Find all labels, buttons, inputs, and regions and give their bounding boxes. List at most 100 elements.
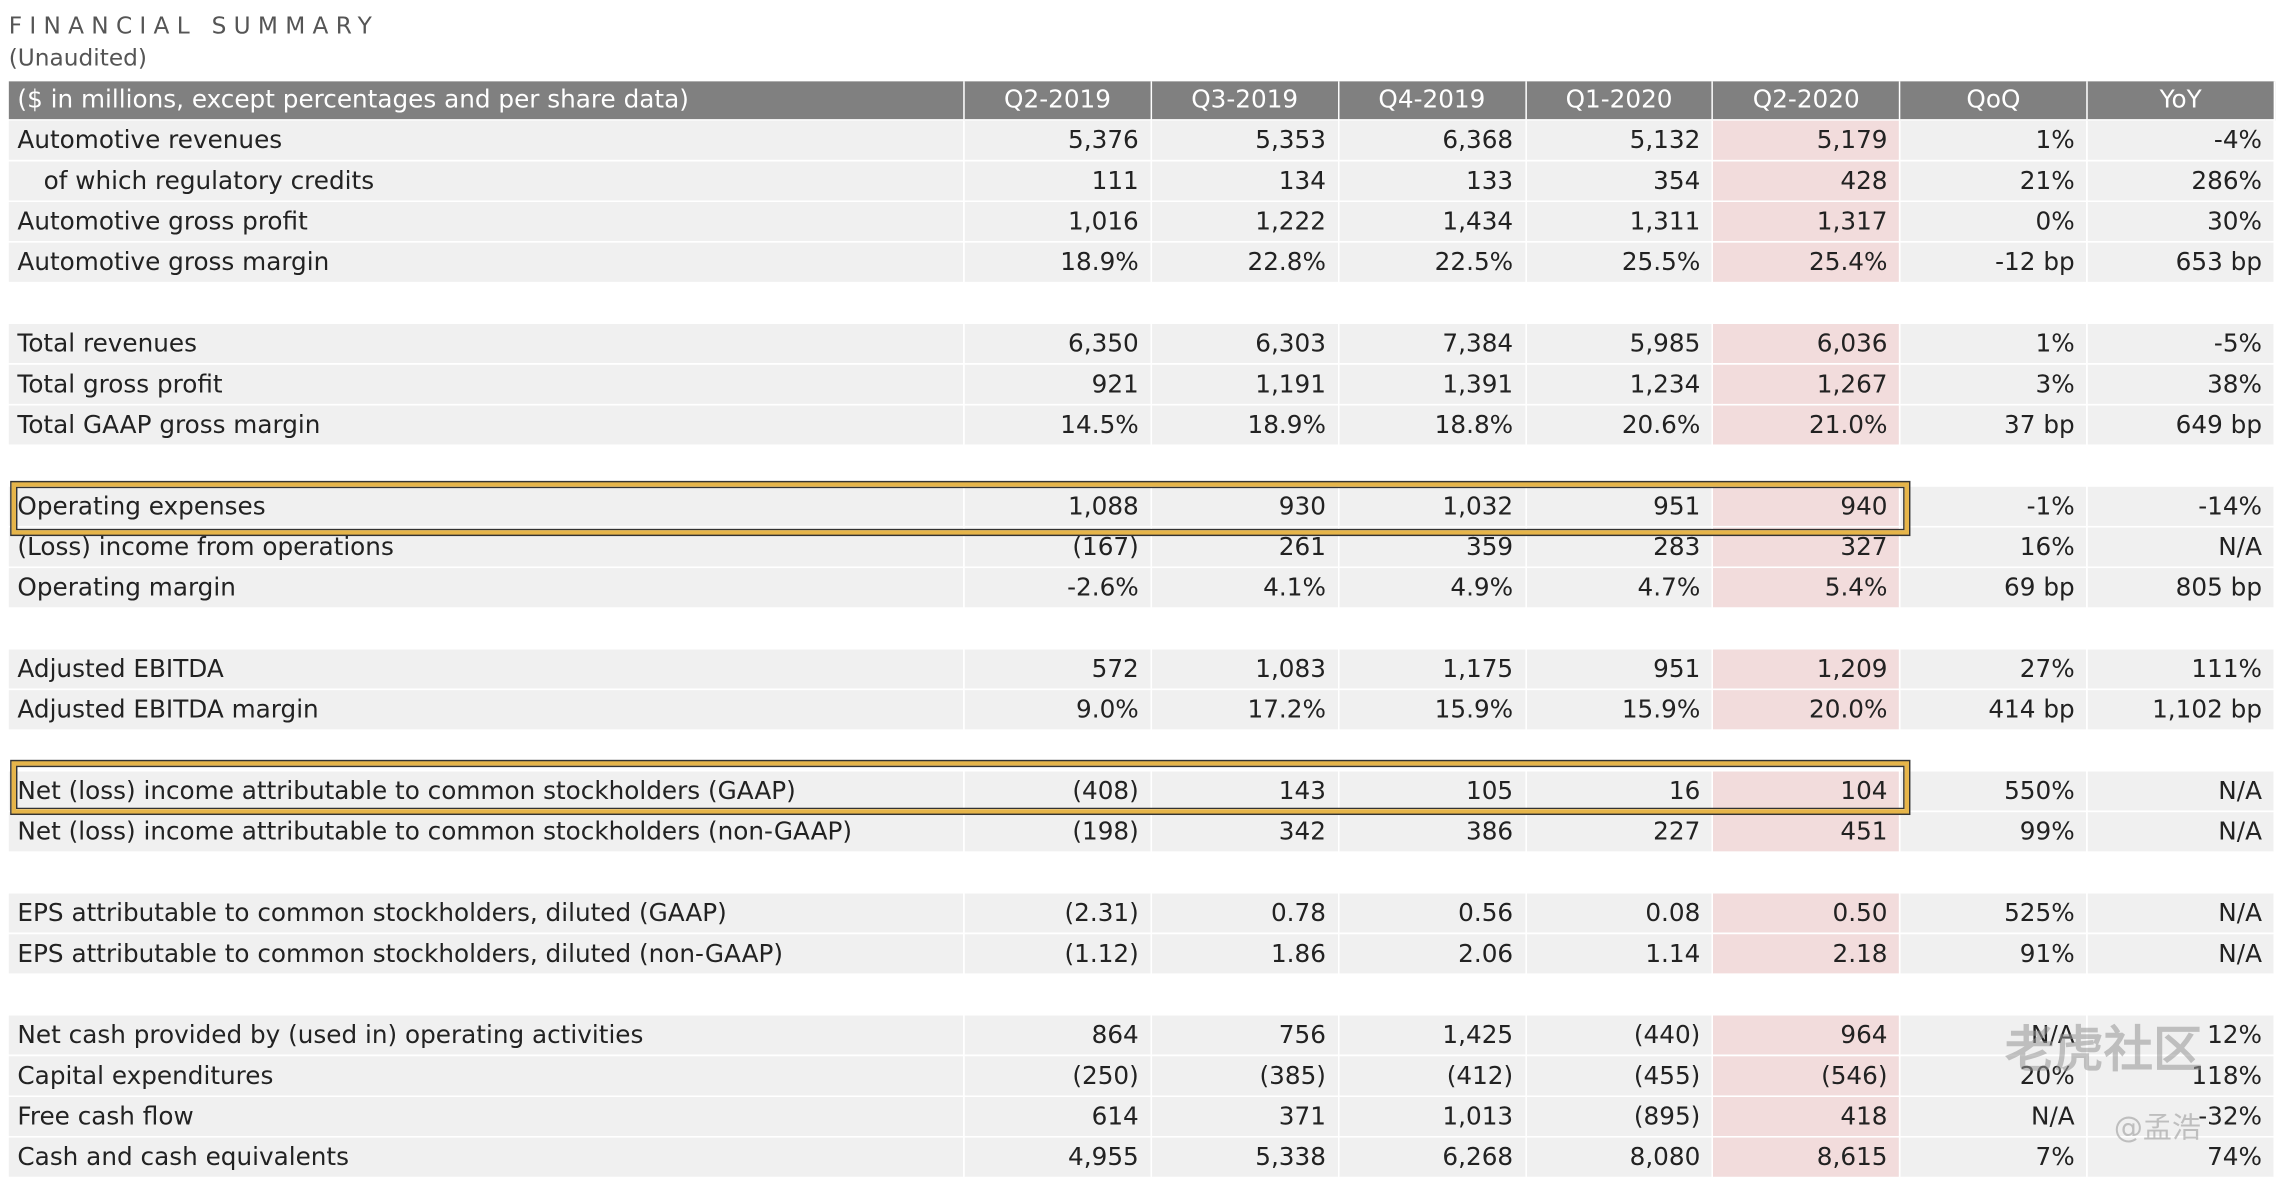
data-row: EPS attributable to common stockholders,…	[7, 932, 2276, 975]
spacer-cell	[1899, 851, 2088, 894]
data-row: Adjusted EBITDA margin 9.0% 17.2% 15.9% 15.9…	[7, 688, 2276, 731]
spacer-cell	[1711, 281, 1901, 324]
cell: 74%	[2086, 1136, 2276, 1178]
cell: 0%	[1899, 200, 2088, 243]
cell: 134	[1150, 159, 1340, 202]
spacer-row	[7, 444, 2276, 487]
cell: 0.56	[1337, 892, 1527, 935]
spacer-cell	[2086, 281, 2276, 324]
spacer-cell	[1899, 729, 2088, 772]
cell: 1,391	[1337, 363, 1527, 406]
cell: 1,267	[1711, 363, 1901, 406]
cell: 111%	[2086, 647, 2276, 691]
cell: 17.2%	[1150, 688, 1340, 731]
cell: 1%	[1899, 119, 2088, 162]
cell: -32%	[2086, 1095, 2276, 1138]
cell: 25.4%	[1711, 241, 1901, 284]
cell: (455)	[1524, 1054, 1714, 1097]
subtitle: (Unaudited)	[8, 43, 147, 72]
cell: 6,268	[1337, 1136, 1527, 1178]
column-header: ($ in millions, except percentages and p…	[7, 81, 965, 121]
cell: 15.9%	[1337, 688, 1527, 731]
spacer-cell	[963, 444, 1152, 487]
spacer-cell	[2086, 444, 2276, 487]
cell: 6,036	[1711, 322, 1901, 365]
cell: 69 bp	[1899, 566, 2088, 609]
data-row: Net cash provided by (used in) operating…	[7, 1014, 2276, 1057]
column-header: QoQ	[1899, 81, 2088, 121]
cell: N/A	[1899, 1095, 2088, 1138]
cell: 550%	[1899, 769, 2088, 813]
spacer-cell	[963, 607, 1152, 650]
spacer-cell	[2086, 973, 2276, 1016]
data-row: Operating expenses 1,088 930 1,032 951 940 -1%…	[7, 485, 2276, 528]
cell: 30%	[2086, 200, 2276, 243]
column-header: Q2-2019	[963, 81, 1152, 121]
column-header: Q4-2019	[1337, 81, 1527, 121]
spacer-cell	[7, 851, 965, 894]
cell: 5,985	[1524, 322, 1714, 365]
cell: 20%	[1899, 1054, 2088, 1097]
cell: 118%	[2086, 1054, 2276, 1097]
cell: 37 bp	[1899, 403, 2088, 447]
data-row: Net (loss) income attributable to common…	[7, 810, 2276, 853]
cell: -2.6%	[963, 566, 1152, 609]
cell: 8,615	[1711, 1136, 1901, 1178]
cell: 21.0%	[1711, 403, 1901, 447]
highlight-box	[11, 761, 1909, 814]
cell: -5%	[2086, 322, 2276, 365]
cell: 1,191	[1150, 363, 1340, 406]
cell: 5,132	[1524, 119, 1714, 162]
spacer-cell	[2086, 729, 2276, 772]
spacer-cell	[1524, 281, 1714, 324]
cell: 105	[1337, 769, 1527, 813]
row-label: Capital expenditures	[7, 1054, 965, 1097]
cell: N/A	[2086, 525, 2276, 569]
cell: 1.86	[1150, 932, 1340, 975]
cell: 921	[963, 363, 1152, 406]
cell: N/A	[2086, 892, 2276, 935]
row-label: Adjusted EBITDA margin	[7, 688, 965, 731]
cell: 27%	[1899, 647, 2088, 691]
spacer-cell	[1337, 444, 1527, 487]
cell: 286%	[2086, 159, 2276, 202]
cell: 16%	[1899, 525, 2088, 569]
cell: 5,179	[1711, 119, 1901, 162]
cell: 5,353	[1150, 119, 1340, 162]
row-label: Automotive revenues	[7, 119, 965, 162]
data-row: Automotive gross margin 18.9% 22.8% 22.5% 25…	[7, 241, 2276, 284]
cell: 143	[1150, 769, 1340, 813]
cell: (546)	[1711, 1054, 1901, 1097]
cell: 6,350	[963, 322, 1152, 365]
cell: 111	[963, 159, 1152, 202]
spacer-cell	[1150, 444, 1340, 487]
spacer-cell	[1524, 851, 1714, 894]
cell: 25.5%	[1524, 241, 1714, 284]
cell: (440)	[1524, 1014, 1714, 1057]
watermark-handle: @孟浩	[2113, 1109, 2201, 1145]
cell: 227	[1524, 810, 1714, 853]
cell: 4,955	[963, 1136, 1152, 1178]
row-label: Net (loss) income attributable to common…	[7, 769, 965, 813]
cell: 22.5%	[1337, 241, 1527, 284]
spacer-cell	[1524, 444, 1714, 487]
cell: 525%	[1899, 892, 2088, 935]
data-row: Automotive revenues 5,376 5,353 6,368 5,132 5…	[7, 119, 2276, 162]
spacer-cell	[1337, 281, 1527, 324]
cell: 4.7%	[1524, 566, 1714, 609]
cell: 805 bp	[2086, 566, 2276, 609]
header-row: ($ in millions, except percentages and p…	[7, 81, 2276, 121]
summary-table: ($ in millions, except percentages and p…	[7, 81, 2276, 1178]
spacer-cell	[1711, 973, 1901, 1016]
cell: (412)	[1337, 1054, 1527, 1097]
cell: N/A	[2086, 810, 2276, 853]
spacer-cell	[963, 851, 1152, 894]
cell: -14%	[2086, 485, 2276, 528]
cell: (198)	[963, 810, 1152, 853]
spacer-cell	[1150, 281, 1340, 324]
column-header: Q3-2019	[1150, 81, 1340, 121]
row-label: of which regulatory credits	[7, 159, 965, 202]
title: FINANCIAL SUMMARY	[8, 11, 380, 40]
cell: 1,102 bp	[2086, 688, 2276, 731]
spacer-cell	[1711, 851, 1901, 894]
